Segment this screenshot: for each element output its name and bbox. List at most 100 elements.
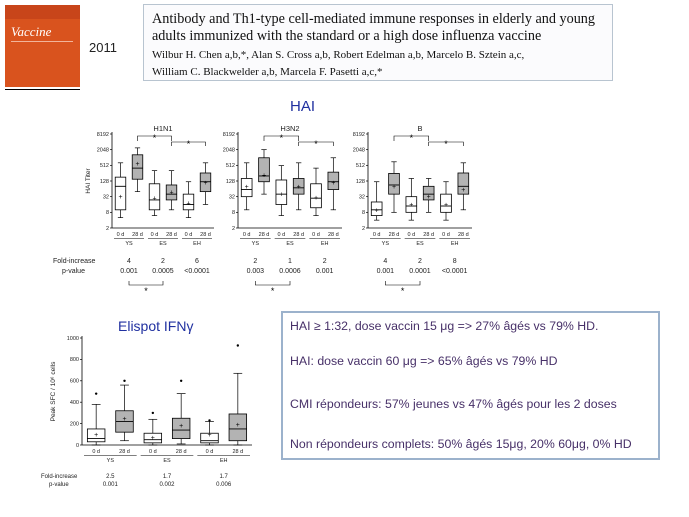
fold-increase-value: 2	[418, 258, 422, 265]
y-tick-label: 8192	[353, 132, 365, 138]
significance-star: *	[280, 133, 284, 143]
summary-line-4: Non répondeurs complets: 50% âgés 15μg, …	[290, 437, 632, 451]
y-tick-label: 200	[70, 421, 79, 427]
cover-logo-text: Vaccine	[11, 24, 52, 39]
y-axis-label: HAI Titer	[85, 168, 92, 194]
fold-increase-value: 4	[127, 258, 131, 265]
x-sub-label: 0 d	[243, 232, 251, 238]
x-sub-label: 0 d	[185, 232, 193, 238]
x-sub-label: 28 d	[389, 232, 400, 238]
p-value: 0.0001	[409, 268, 431, 275]
p-value: <0.0001	[184, 268, 210, 275]
y-tick-label: 8	[232, 210, 235, 216]
fold-increase-value: 2	[161, 258, 165, 265]
x-sub-label: 0 d	[151, 232, 159, 238]
group-label: ES	[163, 458, 171, 464]
box	[199, 172, 212, 193]
fold-increase-value: 1	[288, 258, 292, 265]
y-tick-label: 32	[359, 194, 365, 200]
p-value-row-label: p-value	[62, 268, 85, 275]
box	[131, 154, 144, 180]
y-tick-label: 600	[70, 379, 79, 385]
y-tick-label: 32	[229, 194, 235, 200]
fold-increase-row-label: Fold-increase	[41, 474, 78, 480]
significance-star: *	[444, 139, 448, 149]
y-tick-label: 0	[76, 443, 79, 449]
y-tick-label: 128	[356, 179, 365, 185]
box-mean-marker: +	[94, 432, 98, 439]
box-mean-marker: +	[375, 207, 379, 214]
box-mean-marker: +	[461, 187, 465, 194]
fold-increase-value: 1.7	[163, 474, 172, 480]
box-outlier	[179, 379, 183, 382]
p-value: 0.0005	[152, 268, 174, 275]
chart-title: H1N1	[153, 124, 172, 133]
box	[457, 172, 470, 195]
group-label: EH	[321, 241, 329, 247]
box-mean-marker: +	[427, 194, 431, 201]
group-label: ES	[159, 241, 167, 247]
fold-increase-value: 2	[323, 258, 327, 265]
cover-underline	[5, 89, 80, 90]
box-mean-marker: +	[236, 422, 240, 429]
box-mean-marker: +	[297, 184, 301, 191]
x-sub-label: 0 d	[206, 449, 214, 455]
significance-bracket	[171, 141, 206, 146]
group-label: EH	[193, 241, 201, 247]
article-authors-line-1: Wilbur H. Chen a,b,*, Alan S. Cross a,b,…	[152, 49, 525, 61]
chart-elispot: 0 200 400 600 800 1000 Peak SFC / 10⁶ cells +0 …	[50, 336, 252, 488]
p-value-row-label: p-value	[49, 482, 69, 488]
y-tick-label: 400	[70, 400, 79, 406]
article-reference-box: Antibody and Th1-type cell-mediated immu…	[143, 4, 613, 81]
cover-stripe	[11, 41, 73, 42]
significance-star: *	[271, 286, 275, 296]
journal-cover-image: Vaccine	[5, 5, 80, 87]
x-sub-label: 0 d	[442, 232, 450, 238]
y-tick-label: 128	[100, 179, 109, 185]
box-mean-marker: +	[279, 192, 283, 199]
hai-boxplots: H1N1 2 8 32 128 512 2048 8192 HAI Titer +0 d +28 d…	[53, 124, 472, 296]
x-sub-label: 28 d	[458, 232, 469, 238]
fold-increase-value: 4	[383, 258, 387, 265]
y-tick-label: 800	[70, 357, 79, 363]
y-tick-label: 2048	[353, 147, 365, 153]
box-outlier	[94, 392, 98, 395]
x-sub-label: 0 d	[149, 449, 157, 455]
x-sub-label: 28 d	[166, 232, 177, 238]
summary-line-1: HAI ≥ 1:32, dose vaccin 15 μg => 27% âgé…	[290, 319, 599, 333]
box-outlier	[123, 379, 126, 382]
significance-star: *	[401, 286, 405, 296]
box	[258, 157, 270, 183]
significance-bracket-bottom	[385, 281, 421, 286]
y-tick-label: 2	[106, 226, 109, 232]
x-sub-label: 0 d	[278, 232, 286, 238]
box-mean-marker: +	[152, 196, 156, 203]
significance-bracket	[137, 135, 172, 141]
x-sub-label: 28 d	[293, 232, 304, 238]
significance-star: *	[314, 139, 318, 149]
y-tick-label: 2048	[223, 147, 235, 153]
y-tick-label: 1000	[67, 336, 79, 342]
fold-increase-value: 6	[195, 258, 199, 265]
box	[228, 413, 248, 442]
box	[440, 193, 452, 213]
x-sub-label: 0 d	[92, 449, 100, 455]
y-tick-label: 512	[100, 163, 109, 169]
chart-title: H3N2	[280, 124, 299, 133]
box	[200, 432, 219, 444]
box	[370, 201, 383, 216]
box	[182, 193, 195, 211]
box-mean-marker: +	[314, 195, 318, 202]
significance-star: *	[144, 286, 148, 296]
significance-bracket	[298, 141, 334, 146]
significance-star: *	[153, 133, 157, 143]
significance-bracket	[263, 135, 299, 141]
box-mean-marker: +	[151, 435, 155, 442]
box	[310, 183, 322, 209]
p-value: 0.003	[247, 268, 265, 275]
x-sub-label: 28 d	[259, 232, 270, 238]
group-label: YS	[125, 241, 133, 247]
x-sub-label: 0 d	[117, 232, 125, 238]
p-value: 0.002	[159, 482, 175, 488]
box	[114, 176, 127, 211]
